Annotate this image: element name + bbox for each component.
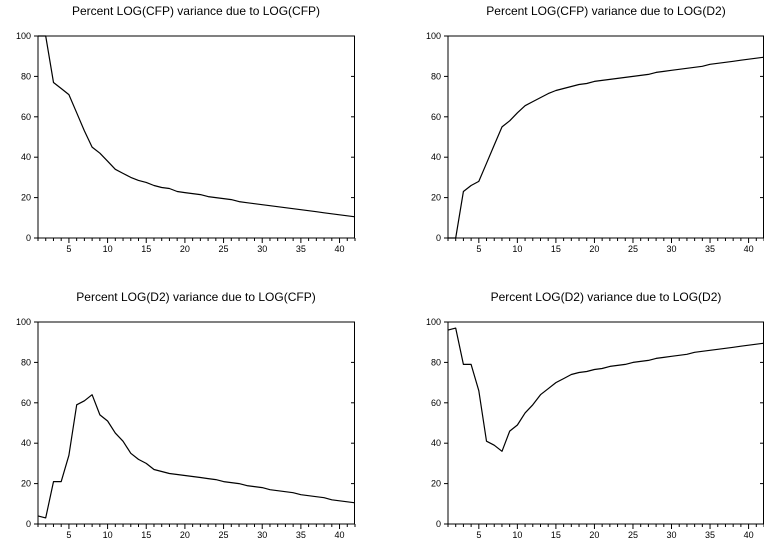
- panel-3-x-tick-label: 10: [103, 530, 113, 540]
- panel-1-y-tick-label: 40: [21, 152, 31, 162]
- panel-3-y-tick-label: 60: [21, 398, 31, 408]
- panel-4-y-tick-label: 40: [431, 438, 441, 448]
- panel-3-y-tick-label: 40: [21, 438, 31, 448]
- panel-2-frame: [447, 35, 764, 239]
- panel-1-y-tick-label: 80: [21, 71, 31, 81]
- panel-4-x-tick-label: 20: [589, 530, 599, 540]
- panel-4-x-tick-label: 25: [628, 530, 638, 540]
- panel-3-y-tick-label: 20: [21, 479, 31, 489]
- panel-3-x-tick-label: 30: [257, 530, 267, 540]
- panel-4-frame: [447, 321, 764, 525]
- panel-4-x-tick-label: 35: [705, 530, 715, 540]
- panel-2-y-tick-label: 0: [436, 233, 441, 243]
- panel-1-x-tick-label: 20: [180, 244, 190, 254]
- panel-1-y-tick-label: 0: [26, 233, 31, 243]
- panel-4-x-tick-label: 15: [551, 530, 561, 540]
- panel-2-y-tick-label: 40: [431, 152, 441, 162]
- panel-4-x-tick-label: 5: [476, 530, 481, 540]
- panel-4-y-tick-label: 80: [431, 357, 441, 367]
- panel-3-x-tick-label: 25: [219, 530, 229, 540]
- panel-2-y-tick-label: 20: [431, 193, 441, 203]
- panel-3-x-tick-label: 40: [335, 530, 345, 540]
- panel-4-y-tick-label: 100: [426, 317, 441, 327]
- panel-4-x-tick-label: 40: [744, 530, 754, 540]
- panel-2-x-tick-label: 30: [667, 244, 677, 254]
- panel-2-title: Percent LOG(CFP) variance due to LOG(D2): [486, 4, 726, 18]
- panel-4-series-line: [447, 327, 764, 452]
- panel-3-title: Percent LOG(D2) variance due to LOG(CFP): [76, 290, 316, 304]
- panel-2-x-tick-label: 40: [744, 244, 754, 254]
- panel-1-x-tick-label: 35: [296, 244, 306, 254]
- panel-1-x-tick-label: 10: [103, 244, 113, 254]
- panel-3-y-tick-label: 80: [21, 357, 31, 367]
- panel-1-title: Percent LOG(CFP) variance due to LOG(CFP…: [71, 4, 321, 18]
- panel-3-x-tick-label: 20: [180, 530, 190, 540]
- panel-1-series-line: [38, 35, 356, 218]
- panel-1-x-tick-label: 15: [141, 244, 151, 254]
- panel-2-x-tick-label: 10: [512, 244, 522, 254]
- panel-2-x-tick-label: 20: [589, 244, 599, 254]
- panel-1-x-tick-label: 25: [219, 244, 229, 254]
- panel-2-y-tick-label: 80: [431, 71, 441, 81]
- panel-4-x-tick-label: 30: [667, 530, 677, 540]
- panel-3-y-tick-label: 100: [16, 317, 31, 327]
- panel-2-x-tick-label: 15: [551, 244, 561, 254]
- panel-2-x-tick-label: 25: [628, 244, 638, 254]
- panel-2-y-tick-label: 100: [426, 31, 441, 41]
- panel-2-y-tick-label: 60: [431, 112, 441, 122]
- panel-2-x-tick-label: 5: [476, 244, 481, 254]
- panel-4-x-tick-label: 10: [512, 530, 522, 540]
- panel-1-y-tick-label: 20: [21, 193, 31, 203]
- panel-2-x-tick-label: 35: [705, 244, 715, 254]
- panel-1-x-tick-label: 5: [66, 244, 71, 254]
- panel-3-x-tick-label: 5: [66, 530, 71, 540]
- panel-4-y-tick-label: 60: [431, 398, 441, 408]
- panel-3-frame: [37, 321, 355, 525]
- panel-2-series-line: [448, 56, 764, 239]
- panel-1-frame: [37, 35, 355, 239]
- panel-4-y-tick-label: 0: [436, 519, 441, 529]
- panel-1-x-tick-label: 40: [335, 244, 345, 254]
- panel-1-y-tick-label: 60: [21, 112, 31, 122]
- panel-3-x-tick-label: 35: [296, 530, 306, 540]
- panel-4-y-tick-label: 20: [431, 479, 441, 489]
- panel-3-y-tick-label: 0: [26, 519, 31, 529]
- panel-4-title: Percent LOG(D2) variance due to LOG(D2): [490, 290, 722, 304]
- panel-3-series-line: [37, 394, 356, 519]
- panel-1-y-tick-label: 100: [16, 31, 31, 41]
- panel-3-x-tick-label: 15: [141, 530, 151, 540]
- panel-1-x-tick-label: 30: [257, 244, 267, 254]
